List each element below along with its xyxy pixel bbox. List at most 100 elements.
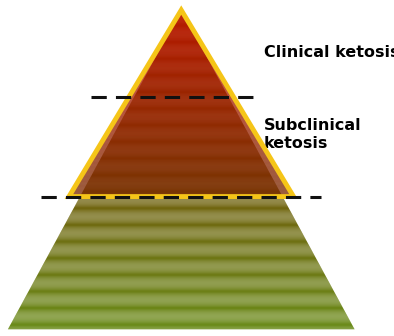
Polygon shape bbox=[121, 121, 242, 122]
Polygon shape bbox=[15, 316, 348, 317]
Polygon shape bbox=[100, 158, 262, 159]
Polygon shape bbox=[174, 22, 189, 23]
Polygon shape bbox=[110, 141, 253, 142]
Polygon shape bbox=[132, 100, 231, 101]
Polygon shape bbox=[65, 223, 297, 224]
Polygon shape bbox=[62, 228, 300, 229]
Polygon shape bbox=[165, 36, 197, 37]
Polygon shape bbox=[164, 40, 198, 41]
Polygon shape bbox=[74, 186, 288, 187]
Polygon shape bbox=[154, 54, 208, 55]
Polygon shape bbox=[111, 139, 252, 140]
Polygon shape bbox=[123, 106, 239, 107]
Polygon shape bbox=[174, 21, 188, 22]
Polygon shape bbox=[84, 189, 279, 190]
Polygon shape bbox=[177, 16, 185, 17]
Polygon shape bbox=[77, 201, 285, 202]
Polygon shape bbox=[141, 84, 222, 85]
Polygon shape bbox=[33, 282, 329, 283]
Polygon shape bbox=[76, 183, 286, 184]
Polygon shape bbox=[178, 15, 185, 16]
Polygon shape bbox=[14, 317, 348, 318]
Polygon shape bbox=[48, 254, 314, 255]
Polygon shape bbox=[18, 310, 345, 311]
Polygon shape bbox=[130, 103, 232, 104]
Polygon shape bbox=[82, 174, 281, 175]
Polygon shape bbox=[141, 75, 221, 76]
Polygon shape bbox=[81, 194, 282, 195]
Polygon shape bbox=[13, 319, 349, 320]
Polygon shape bbox=[107, 132, 255, 133]
Polygon shape bbox=[84, 171, 279, 172]
Polygon shape bbox=[149, 62, 213, 63]
Polygon shape bbox=[55, 242, 308, 243]
Polygon shape bbox=[102, 156, 261, 157]
Polygon shape bbox=[37, 275, 326, 276]
Polygon shape bbox=[98, 148, 265, 149]
Polygon shape bbox=[153, 56, 209, 57]
Polygon shape bbox=[29, 289, 333, 290]
Polygon shape bbox=[154, 59, 208, 60]
Polygon shape bbox=[112, 138, 251, 139]
Polygon shape bbox=[112, 125, 251, 126]
Polygon shape bbox=[150, 61, 212, 62]
Polygon shape bbox=[51, 248, 311, 249]
Polygon shape bbox=[110, 128, 253, 129]
Polygon shape bbox=[74, 206, 288, 207]
Polygon shape bbox=[56, 239, 306, 240]
Polygon shape bbox=[121, 109, 241, 110]
Polygon shape bbox=[83, 190, 279, 191]
Polygon shape bbox=[181, 10, 182, 11]
Polygon shape bbox=[162, 44, 200, 45]
Polygon shape bbox=[116, 129, 247, 130]
Polygon shape bbox=[77, 182, 285, 183]
Polygon shape bbox=[17, 311, 346, 312]
Polygon shape bbox=[46, 257, 316, 258]
Polygon shape bbox=[138, 90, 225, 91]
Polygon shape bbox=[108, 131, 255, 132]
Polygon shape bbox=[47, 256, 315, 257]
Polygon shape bbox=[177, 17, 186, 18]
Polygon shape bbox=[180, 11, 182, 12]
Polygon shape bbox=[78, 181, 284, 182]
Polygon shape bbox=[86, 184, 277, 185]
Polygon shape bbox=[173, 25, 190, 26]
Polygon shape bbox=[81, 175, 281, 176]
Polygon shape bbox=[175, 21, 188, 22]
Polygon shape bbox=[19, 307, 343, 308]
Polygon shape bbox=[86, 167, 276, 168]
Polygon shape bbox=[30, 288, 333, 289]
Polygon shape bbox=[140, 78, 222, 79]
Polygon shape bbox=[50, 251, 312, 252]
Polygon shape bbox=[175, 20, 188, 21]
Polygon shape bbox=[13, 320, 350, 321]
Polygon shape bbox=[11, 322, 351, 323]
Polygon shape bbox=[44, 261, 318, 262]
Polygon shape bbox=[132, 91, 230, 92]
Polygon shape bbox=[133, 89, 229, 90]
Polygon shape bbox=[126, 101, 237, 102]
Polygon shape bbox=[176, 18, 186, 19]
Polygon shape bbox=[65, 224, 298, 225]
Polygon shape bbox=[58, 237, 305, 238]
Polygon shape bbox=[135, 86, 227, 87]
Polygon shape bbox=[125, 113, 238, 114]
Polygon shape bbox=[9, 326, 353, 327]
Polygon shape bbox=[82, 192, 281, 193]
Polygon shape bbox=[158, 51, 204, 53]
Polygon shape bbox=[157, 49, 205, 50]
Polygon shape bbox=[35, 277, 327, 278]
Polygon shape bbox=[148, 64, 214, 65]
Polygon shape bbox=[102, 155, 260, 156]
Polygon shape bbox=[44, 262, 319, 263]
Polygon shape bbox=[74, 207, 289, 208]
Polygon shape bbox=[139, 86, 223, 87]
Polygon shape bbox=[72, 210, 290, 211]
Polygon shape bbox=[16, 313, 346, 314]
Polygon shape bbox=[130, 94, 232, 95]
Polygon shape bbox=[103, 139, 260, 140]
Polygon shape bbox=[14, 318, 349, 319]
Polygon shape bbox=[104, 137, 258, 138]
Polygon shape bbox=[124, 104, 238, 105]
Polygon shape bbox=[101, 143, 262, 144]
